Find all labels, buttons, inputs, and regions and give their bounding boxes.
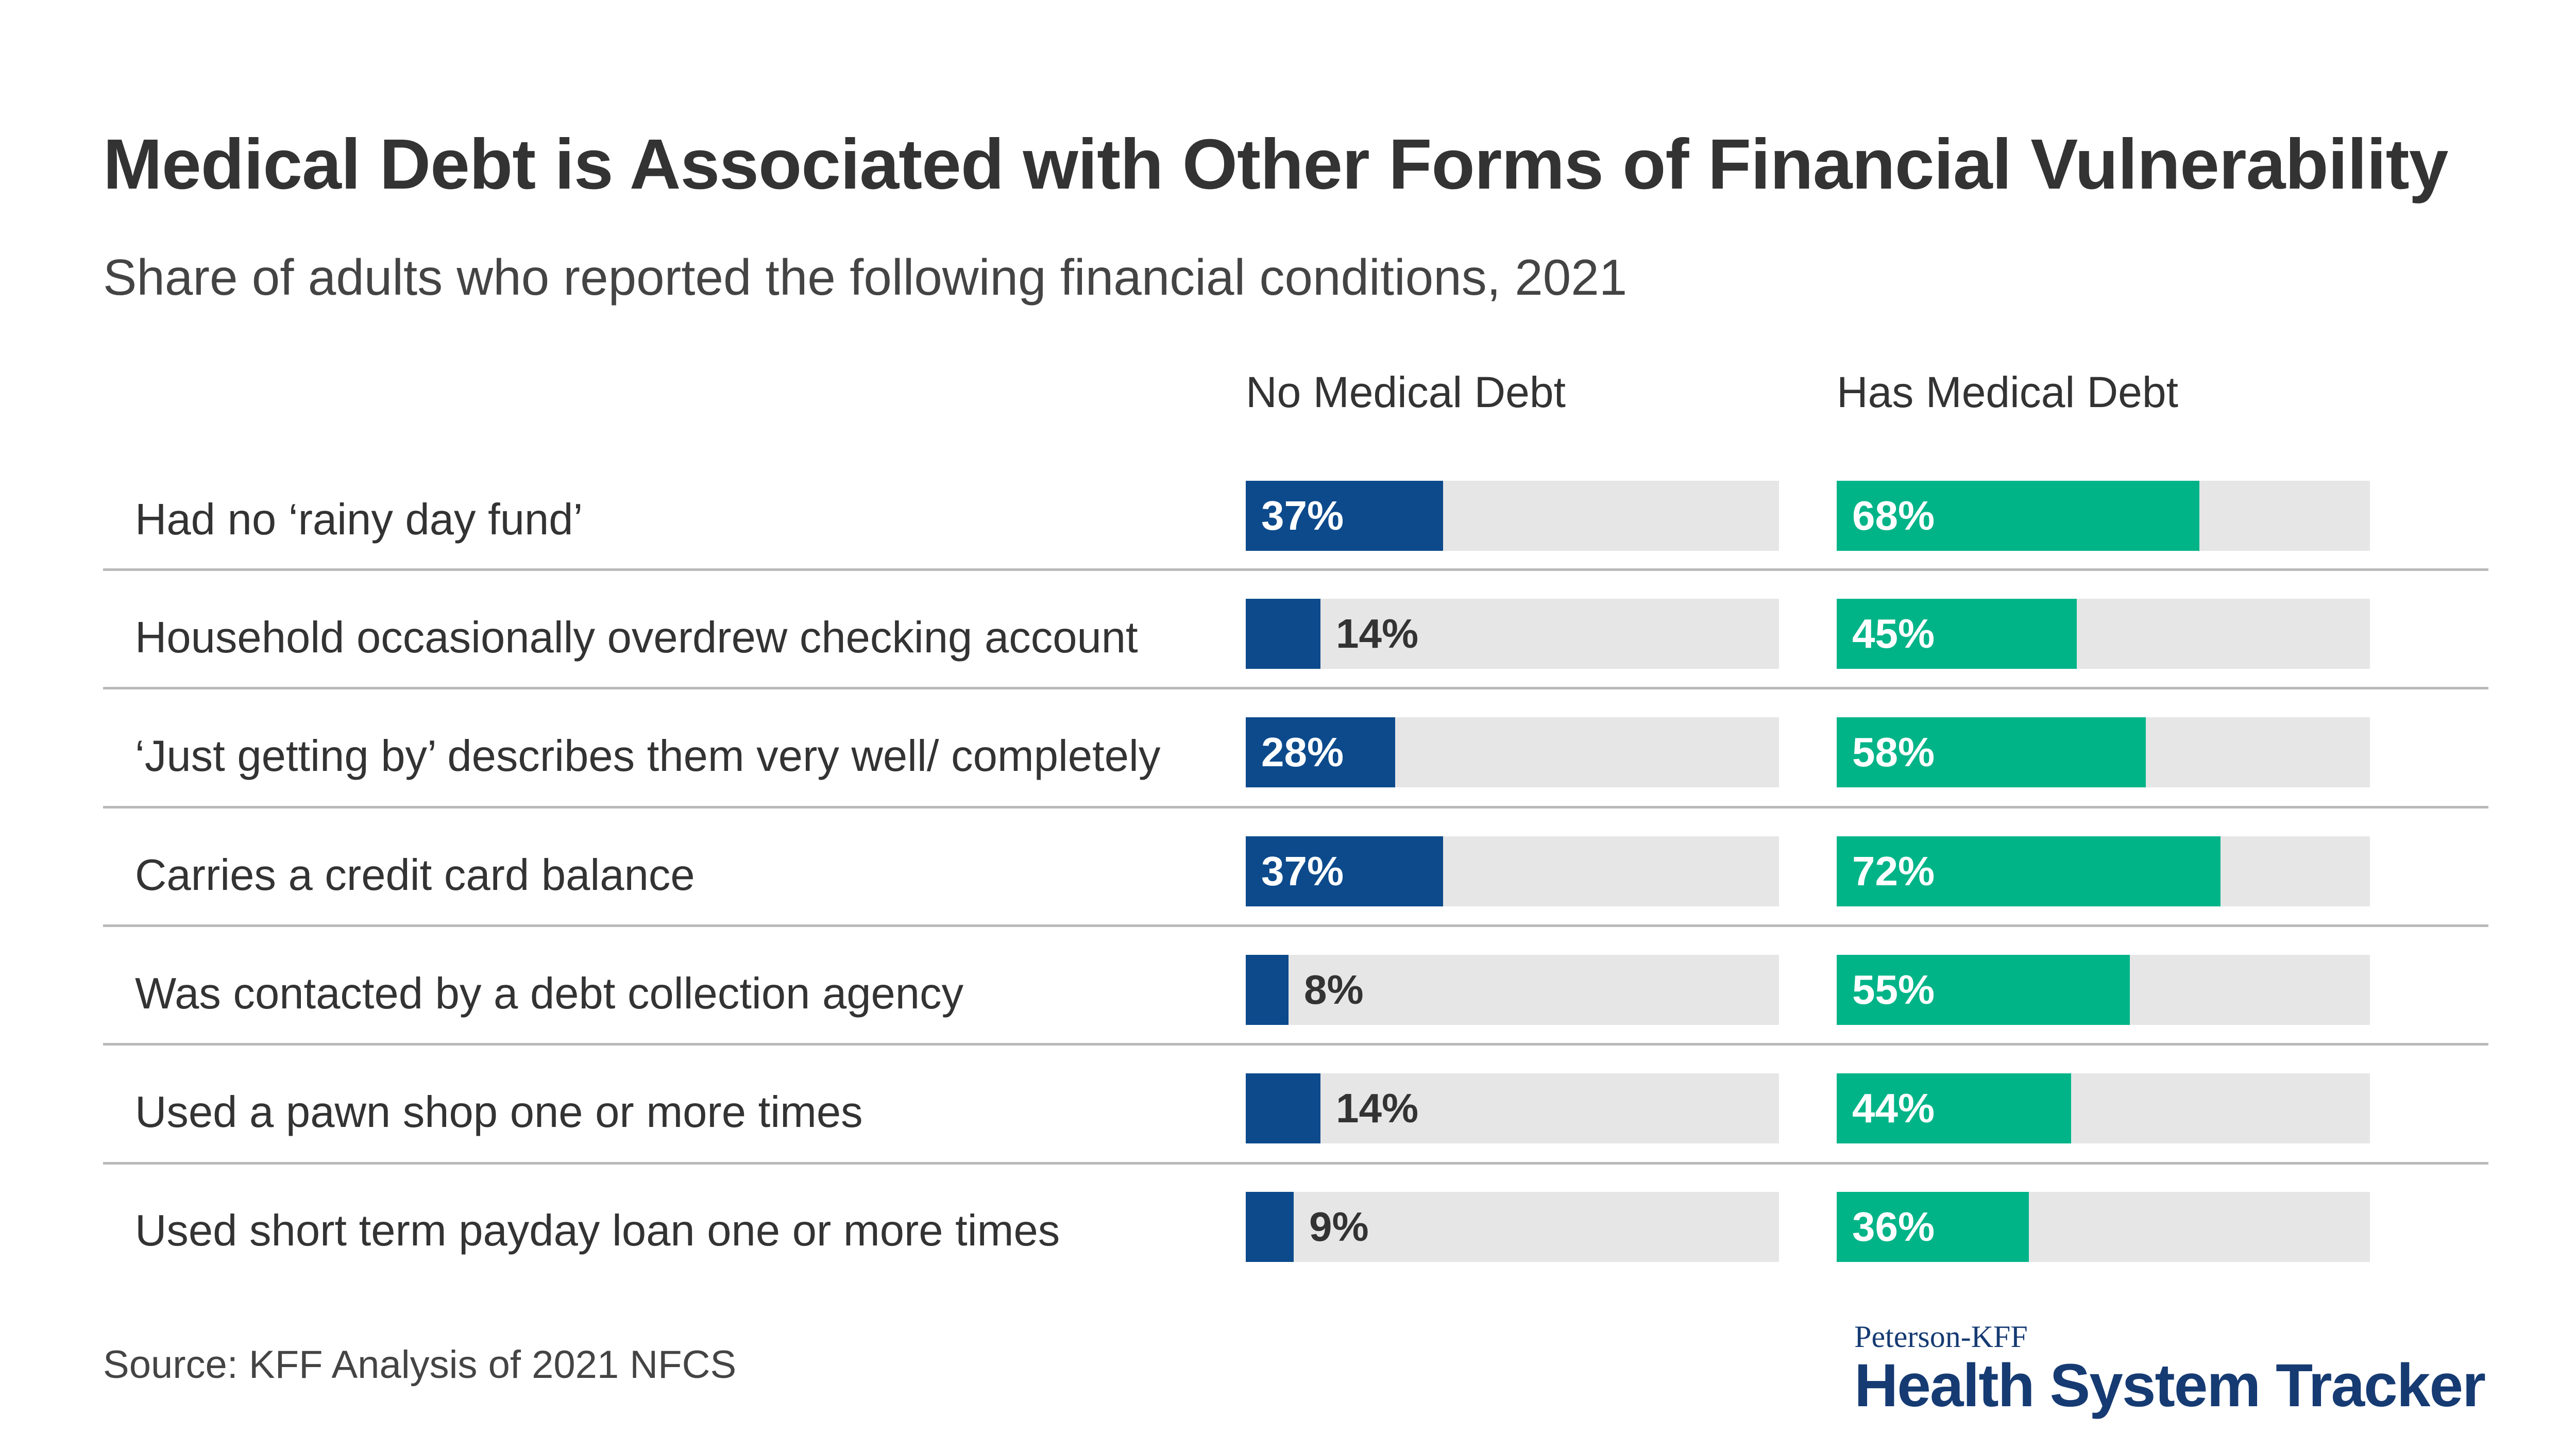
category-label: Was contacted by a debt collection agenc… bbox=[135, 969, 964, 1018]
data-label: 36% bbox=[1852, 1204, 1935, 1250]
bar-has-medical-debt bbox=[1837, 599, 2077, 669]
bar-track-has: 36% bbox=[1837, 1192, 2370, 1262]
category-label: Used a pawn shop one or more times bbox=[135, 1088, 863, 1137]
bar-no-medical-debt bbox=[1246, 955, 1289, 1025]
chart-row: Was contacted by a debt collection agenc… bbox=[0, 932, 2576, 1050]
bar-track-no: 14% bbox=[1246, 1073, 1779, 1143]
bar-track-has: 72% bbox=[1837, 836, 2370, 906]
source-note: Source: KFF Analysis of 2021 NFCS bbox=[103, 1343, 737, 1387]
series-header-has-medical-debt: Has Medical Debt bbox=[1837, 368, 2178, 416]
brand-logo: Peterson-KFF Health System Tracker bbox=[1854, 1319, 2486, 1420]
bar-track-no: 28% bbox=[1246, 717, 1779, 787]
bar-no-medical-debt bbox=[1246, 481, 1443, 551]
series-header-no-medical-debt: No Medical Debt bbox=[1246, 368, 1566, 416]
bar-track-no: 37% bbox=[1246, 481, 1779, 551]
chart-title: Medical Debt is Associated with Other Fo… bbox=[103, 125, 2448, 204]
row-divider bbox=[103, 806, 2488, 808]
category-label: Carries a credit card balance bbox=[135, 851, 695, 900]
category-label: ‘Just getting by’ describes them very we… bbox=[135, 732, 1161, 781]
bar-no-medical-debt bbox=[1246, 717, 1395, 787]
bar-no-medical-debt bbox=[1246, 836, 1443, 906]
data-label: 58% bbox=[1852, 729, 1935, 775]
row-divider bbox=[103, 687, 2488, 689]
bar-track-has: 68% bbox=[1837, 481, 2370, 551]
chart-row: ‘Just getting by’ describes them very we… bbox=[0, 694, 2576, 813]
data-label: 8% bbox=[1304, 967, 1364, 1013]
chart-row: Used short term payday loan one or more … bbox=[0, 1169, 2576, 1287]
data-label: 28% bbox=[1261, 729, 1344, 775]
chart-subtitle: Share of adults who reported the followi… bbox=[103, 249, 1628, 306]
chart-row: Carries a credit card balance 37% 72% bbox=[0, 813, 2576, 932]
bar-no-medical-debt bbox=[1246, 1192, 1294, 1262]
bar-has-medical-debt bbox=[1837, 955, 2130, 1025]
bar-has-medical-debt bbox=[1837, 717, 2146, 787]
category-label: Had no ‘rainy day fund’ bbox=[135, 495, 583, 544]
bar-track-has: 58% bbox=[1837, 717, 2370, 787]
bar-no-medical-debt bbox=[1246, 599, 1320, 669]
bar-has-medical-debt bbox=[1837, 836, 2221, 906]
category-label: Household occasionally overdrew checking… bbox=[135, 613, 1138, 662]
row-divider bbox=[103, 568, 2488, 571]
bar-track-no: 37% bbox=[1246, 836, 1779, 906]
bar-track-has: 55% bbox=[1837, 955, 2370, 1025]
data-label: 55% bbox=[1852, 967, 1935, 1013]
bar-track-no: 14% bbox=[1246, 599, 1779, 669]
bar-track-no: 8% bbox=[1246, 955, 1779, 1025]
data-label: 44% bbox=[1852, 1085, 1935, 1131]
bar-track-has: 45% bbox=[1837, 599, 2370, 669]
bar-has-medical-debt bbox=[1837, 1073, 2071, 1143]
bar-track-no: 9% bbox=[1246, 1192, 1779, 1262]
data-label: 68% bbox=[1852, 493, 1935, 538]
data-label: 9% bbox=[1309, 1204, 1369, 1250]
bar-has-medical-debt bbox=[1837, 481, 2199, 551]
data-label: 14% bbox=[1336, 611, 1419, 656]
row-divider bbox=[103, 1043, 2488, 1046]
data-label: 72% bbox=[1852, 848, 1935, 894]
row-divider bbox=[103, 924, 2488, 927]
chart-row: Used a pawn shop one or more times 14% 44% bbox=[0, 1050, 2576, 1169]
bar-no-medical-debt bbox=[1246, 1073, 1320, 1143]
logo-main-text: Health System Tracker bbox=[1854, 1352, 2486, 1420]
category-label: Used short term payday loan one or more … bbox=[135, 1206, 1060, 1255]
data-label: 45% bbox=[1852, 611, 1935, 656]
chart-row: Household occasionally overdrew checking… bbox=[0, 576, 2576, 694]
data-label: 37% bbox=[1261, 848, 1344, 894]
row-divider bbox=[103, 1162, 2488, 1165]
data-label: 14% bbox=[1336, 1085, 1419, 1131]
bar-track-has: 44% bbox=[1837, 1073, 2370, 1143]
data-label: 37% bbox=[1261, 493, 1344, 538]
logo-top-text: Peterson-KFF bbox=[1854, 1320, 2028, 1354]
chart-row: Had no ‘rainy day fund’ 37% 68% bbox=[0, 458, 2576, 576]
bar-has-medical-debt bbox=[1837, 1192, 2029, 1262]
